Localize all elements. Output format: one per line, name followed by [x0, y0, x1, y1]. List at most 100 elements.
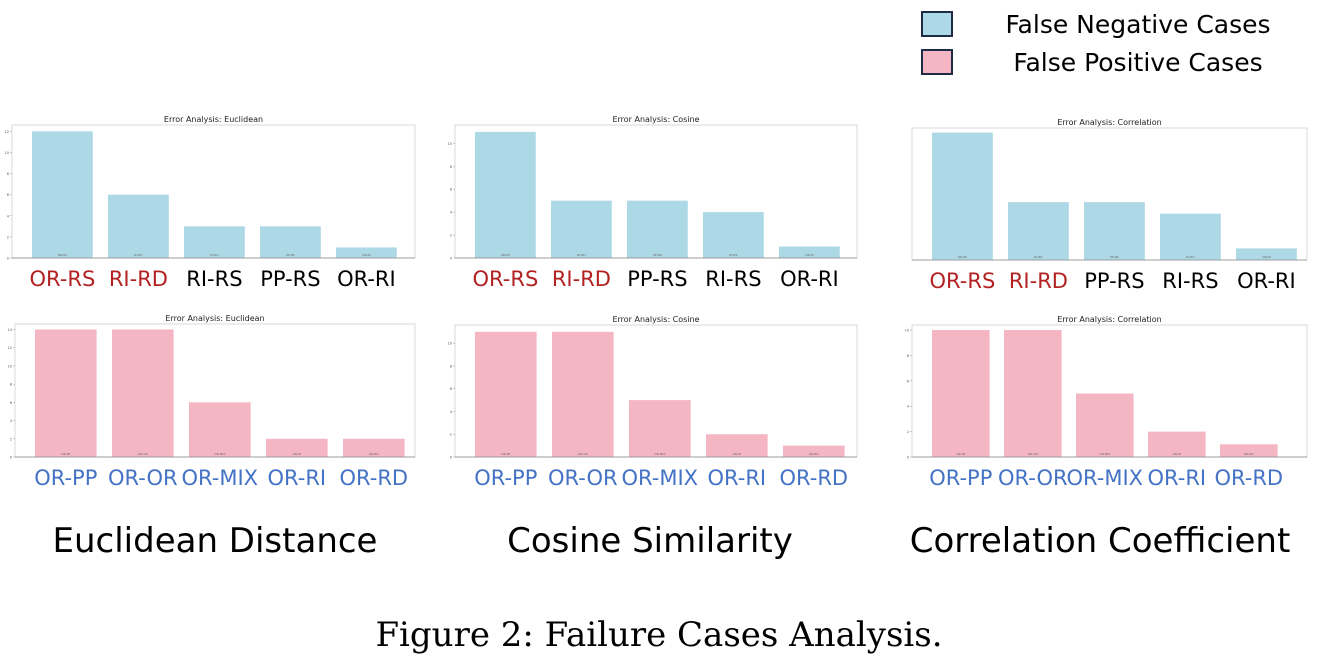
- category-label-or-rd: OR-RD: [339, 466, 408, 490]
- y-tick-label: 6: [450, 188, 452, 192]
- category-label-or-pp: OR-PP: [474, 466, 537, 490]
- x-tick-label-small: OR-RS: [958, 255, 967, 259]
- bar-or-rd: [1220, 444, 1278, 457]
- bar-or-rs: [932, 132, 993, 260]
- x-tick-label-small: OR-MIX: [654, 452, 665, 456]
- y-tick-label: 10: [8, 364, 12, 368]
- figure-caption: Figure 2: Failure Cases Analysis.: [375, 615, 943, 655]
- x-tick-label-small: PP-RS: [653, 253, 662, 257]
- y-tick-label: 8: [907, 354, 909, 358]
- x-tick-label-small: OR-PP: [61, 452, 70, 456]
- chart-title: Error Analysis: Cosine: [612, 115, 699, 124]
- y-tick-label: 4: [10, 419, 13, 423]
- bar-ri-rs: [703, 212, 764, 258]
- bar-ri-rd: [551, 200, 612, 258]
- category-label-or-mix: OR-MIX: [1067, 466, 1144, 490]
- y-tick-label: 0: [10, 456, 12, 460]
- category-label-pp-rs: PP-RS: [260, 267, 320, 291]
- y-tick-label: 14: [8, 328, 13, 332]
- bar-pp-rs: [1084, 202, 1145, 260]
- y-tick-label: 4: [450, 211, 453, 215]
- category-label-or-rd: OR-RD: [1214, 466, 1283, 490]
- y-tick-label: 10: [5, 151, 9, 155]
- category-label-ri-rd: RI-RD: [552, 267, 611, 291]
- category-label-or-mix: OR-MIX: [622, 466, 699, 490]
- x-tick-label-small: RI-RD: [134, 253, 143, 257]
- x-tick-label-small: OR-PP: [956, 452, 965, 456]
- group-title-cosine: Cosine Similarity: [507, 521, 793, 561]
- x-tick-label-small: RI-RS: [1186, 255, 1194, 259]
- bar-or-ri: [266, 438, 328, 457]
- legend-label-false-positive: False Positive Cases: [1013, 48, 1263, 77]
- category-label-or-mix: OR-MIX: [182, 466, 259, 490]
- y-tick-label: 8: [10, 383, 12, 387]
- bar-or-rs: [475, 131, 536, 258]
- y-tick-label: 4: [7, 214, 10, 218]
- category-label-or-ri: OR-RI: [780, 267, 839, 291]
- x-tick-label-small: OR-OR: [1028, 452, 1038, 456]
- y-tick-label: 0: [450, 257, 452, 261]
- x-tick-label-small: OR-PP: [501, 452, 510, 456]
- y-tick-label: 12: [5, 130, 9, 134]
- x-tick-label-small: OR-RI: [1262, 255, 1270, 259]
- category-label-ri-rd: RI-RD: [109, 267, 168, 291]
- group-title-euclidean: Euclidean Distance: [52, 521, 378, 561]
- x-tick-label-small: OR-MIX: [1099, 452, 1110, 456]
- y-tick-label: 10: [448, 142, 452, 146]
- x-tick-label-small: OR-RD: [809, 452, 819, 456]
- chart-title: Error Analysis: Correlation: [1057, 315, 1161, 324]
- bar-ri-rs: [184, 226, 245, 258]
- legend-swatch-false-negative: [921, 11, 953, 37]
- y-tick-label: 12: [8, 346, 12, 350]
- category-label-or-ri: OR-RI: [1237, 269, 1296, 293]
- category-label-or-rd: OR-RD: [779, 466, 848, 490]
- x-tick-label-small: OR-RS: [501, 253, 510, 257]
- chart-panel-5: Error Analysis: Cosine 0 2 4 6 8 10 OR-PP OR-PP O…: [448, 315, 858, 490]
- category-label-or-pp: OR-PP: [34, 466, 97, 490]
- category-label-or-or: OR-OR: [998, 466, 1068, 490]
- y-tick-label: 6: [10, 401, 12, 405]
- category-label-pp-rs: PP-RS: [1084, 269, 1144, 293]
- bar-or-ri: [779, 246, 840, 258]
- x-tick-label-small: OR-RI: [293, 452, 301, 456]
- bar-ri-rd: [108, 194, 169, 258]
- y-tick-label: 6: [7, 193, 9, 197]
- category-label-ri-rs: RI-RS: [1162, 269, 1218, 293]
- category-label-or-rs: OR-RS: [473, 267, 539, 291]
- x-tick-label-small: OR-OR: [138, 452, 148, 456]
- x-tick-label-small: OR-RI: [362, 253, 370, 257]
- bar-ri-rs: [1160, 213, 1221, 260]
- legend: False Negative Cases False Positive Case…: [918, 8, 1298, 80]
- x-tick-label-small: OR-RD: [369, 452, 379, 456]
- y-tick-label: 2: [450, 234, 452, 238]
- bar-or-pp: [35, 329, 97, 457]
- chart-panel-6: Error Analysis: Correlation0246810OR-PPO…: [905, 315, 1308, 490]
- bar-or-or: [1004, 330, 1062, 457]
- chart-panel-4: Error Analysis: Euclidean 0 2 4 6 8 10 12 14 OR-P…: [8, 314, 416, 490]
- chart-panel-2: Error Analysis: Cosine 0 2 4 6 8 10 OR-RS OR-RS R…: [448, 115, 858, 291]
- bar-pp-rs: [627, 200, 688, 258]
- x-tick-label-small: OR-RI: [733, 452, 741, 456]
- bar-or-pp: [475, 331, 537, 457]
- legend-swatch-false-positive: [921, 49, 953, 75]
- bar-ri-rd: [1008, 202, 1069, 260]
- chart-title: Error Analysis: Correlation: [1057, 118, 1161, 127]
- bar-or-mix: [1076, 393, 1134, 457]
- y-tick-label: 2: [7, 235, 9, 239]
- legend-item-false-negative: False Negative Cases: [918, 10, 1298, 40]
- y-tick-label: 10: [448, 342, 452, 346]
- bar-or-ri: [706, 434, 768, 457]
- chart-title: Error Analysis: Euclidean: [164, 115, 263, 124]
- category-label-ri-rd: RI-RD: [1009, 269, 1068, 293]
- y-tick-label: 4: [450, 410, 453, 414]
- category-label-ri-rs: RI-RS: [705, 267, 761, 291]
- chart-panel-1: Error Analysis: Euclidean 0 2 4 6 8 10 12 OR-RS O…: [5, 115, 416, 291]
- y-tick-label: 0: [7, 257, 9, 261]
- bar-or-rd: [783, 445, 845, 457]
- category-label-or-rs: OR-RS: [30, 267, 96, 291]
- y-tick-label: 6: [450, 387, 452, 391]
- y-tick-label: 8: [450, 165, 452, 169]
- bar-or-mix: [629, 400, 691, 457]
- x-tick-label-small: RI-RD: [577, 253, 586, 257]
